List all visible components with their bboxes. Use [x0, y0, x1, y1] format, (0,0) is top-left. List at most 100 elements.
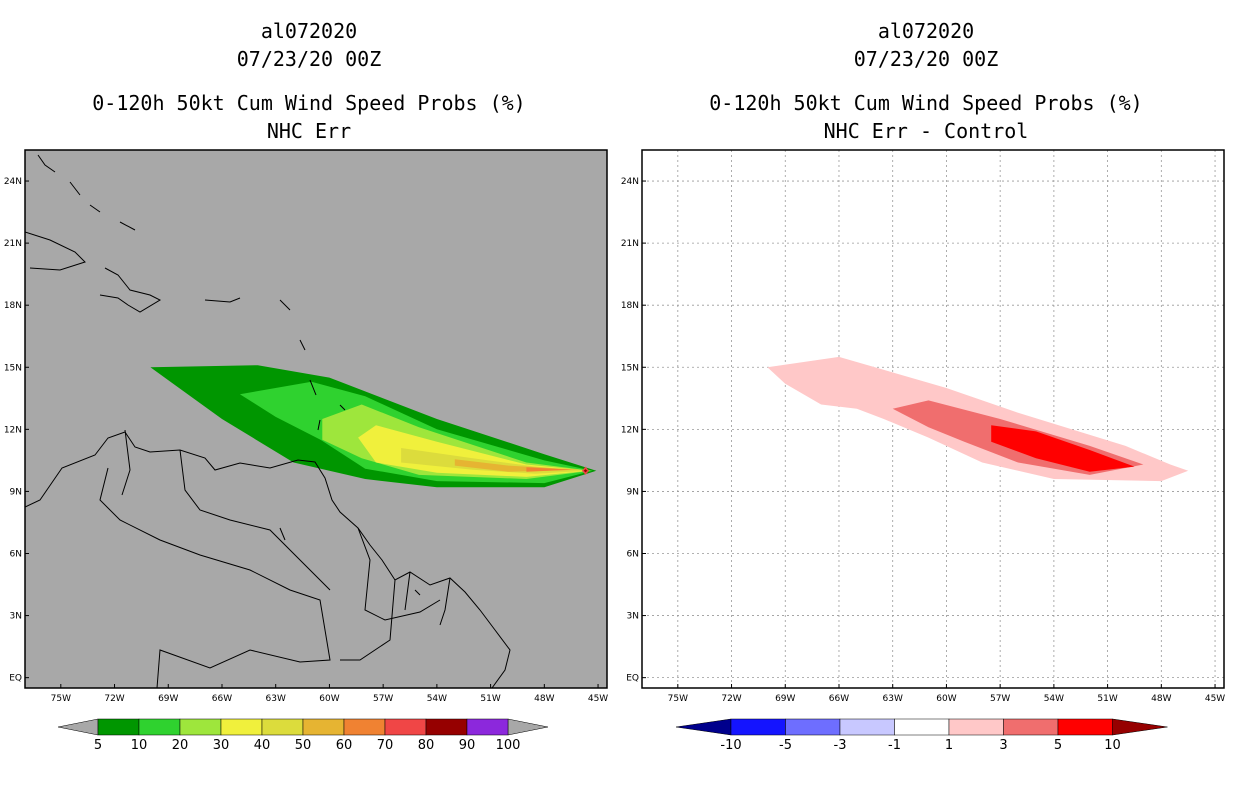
left-xtick-45W: 45W — [588, 694, 608, 704]
right-xtick-51W: 51W — [1097, 694, 1117, 704]
left-storm-id: al072020 — [261, 19, 357, 43]
right-colorbar-swatch-4 — [948, 718, 1004, 736]
right-colorbar-label-10: 10 — [1104, 738, 1121, 753]
left-colorbar-swatch-6 — [343, 718, 386, 736]
left-ytick-21N: 21N — [4, 239, 22, 249]
left-xtick-75W: 75W — [51, 694, 71, 704]
left-xtick-72W: 72W — [104, 694, 124, 704]
right-ytick-12N: 12N — [621, 425, 639, 435]
left-xtick-51W: 51W — [480, 694, 500, 704]
right-colorbar-label-3: 3 — [999, 738, 1007, 753]
left-xtick-57W: 57W — [373, 694, 393, 704]
left-colorbar-swatch-5 — [302, 718, 345, 736]
right-ytick-15N: 15N — [621, 363, 639, 373]
right-xtick-48W: 48W — [1151, 694, 1171, 704]
right-colorbar: -10 -5 -3 -1 1 3 5 10 — [675, 718, 1168, 753]
left-panel: al072020 07/23/20 00Z 0-120h 50kt Cum Wi… — [4, 19, 609, 753]
left-colorbar-swatch-3 — [220, 718, 263, 736]
right-xtick-69W: 69W — [775, 694, 795, 704]
right-datetime: 07/23/20 00Z — [854, 47, 999, 71]
left-colorbar-label-10: 10 — [131, 738, 148, 753]
right-colorbar-label--10: -10 — [720, 738, 741, 753]
right-colorbar-swatch-5 — [1003, 718, 1059, 736]
left-datetime: 07/23/20 00Z — [237, 47, 382, 71]
right-title: 0-120h 50kt Cum Wind Speed Probs (%) — [709, 91, 1142, 115]
right-subtitle: NHC Err - Control — [824, 119, 1029, 143]
left-xtick-48W: 48W — [534, 694, 554, 704]
right-ytick-6N: 6N — [627, 550, 639, 560]
left-colorbar-label-40: 40 — [254, 738, 271, 753]
left-contour-60-70 — [526, 467, 572, 472]
right-colorbar-swatch-1 — [785, 718, 841, 736]
right-ytick-18N: 18N — [621, 301, 639, 311]
left-colorbar-label-80: 80 — [418, 738, 435, 753]
left-colorbar-swatch-8 — [425, 718, 468, 736]
left-ytick-6N: 6N — [10, 550, 22, 560]
left-title: 0-120h 50kt Cum Wind Speed Probs (%) — [92, 91, 525, 115]
left-ytick-12N: 12N — [4, 425, 22, 435]
right-colorbar-arrow-low — [675, 718, 732, 736]
left-colorbar-label-5: 5 — [94, 738, 102, 753]
right-colorbar-label--1: -1 — [888, 738, 901, 753]
right-axis-ticks: 75W 72W 69W 66W 63W 60W 57W 54W 51W 48W 45W EQ 3N 6N 9… — [621, 177, 1226, 704]
left-colorbar-swatch-7 — [384, 718, 427, 736]
right-colorbar-label-5: 5 — [1054, 738, 1062, 753]
right-ytick-9N: 9N — [627, 487, 639, 497]
right-colorbar-swatch-2 — [839, 718, 895, 736]
left-probability-contours — [150, 365, 597, 488]
right-difference-contours — [767, 356, 1189, 482]
left-subtitle: NHC Err — [267, 119, 351, 143]
left-ytick-EQ: EQ — [9, 674, 22, 684]
left-ytick-24N: 24N — [4, 177, 22, 187]
left-colorbar-arrow-high — [507, 718, 549, 736]
right-xtick-75W: 75W — [668, 694, 688, 704]
right-contour-5-10 — [991, 425, 1135, 472]
right-colorbar-swatch-6 — [1057, 718, 1113, 736]
left-colorbar-label-20: 20 — [172, 738, 189, 753]
right-ytick-24N: 24N — [621, 177, 639, 187]
right-ytick-3N: 3N — [627, 612, 639, 622]
left-colorbar-label-90: 90 — [459, 738, 476, 753]
left-colorbar-label-70: 70 — [377, 738, 394, 753]
right-xtick-57W: 57W — [990, 694, 1010, 704]
left-xtick-66W: 66W — [212, 694, 232, 704]
left-colorbar-swatch-0 — [97, 718, 140, 736]
right-xtick-66W: 66W — [829, 694, 849, 704]
right-ytick-21N: 21N — [621, 239, 639, 249]
left-interior-borders — [99, 449, 451, 688]
right-xtick-60W: 60W — [936, 694, 956, 704]
left-caribbean-islands — [25, 154, 421, 596]
left-colorbar-swatch-2 — [179, 718, 222, 736]
left-colorbar-label-100: 100 — [496, 738, 521, 753]
left-colorbar-arrow-low — [57, 718, 99, 736]
right-xtick-63W: 63W — [883, 694, 903, 704]
right-map-frame — [641, 149, 1225, 689]
left-xtick-63W: 63W — [266, 694, 286, 704]
left-colorbar: 5 10 20 30 40 50 60 70 80 90 100 — [57, 718, 549, 753]
right-colorbar-label--3: -3 — [834, 738, 847, 753]
left-ytick-18N: 18N — [4, 301, 22, 311]
left-map-frame — [24, 149, 608, 689]
right-panel: al072020 07/23/20 00Z 0-120h 50kt Cum Wi… — [621, 19, 1226, 753]
left-contour-80-90 — [583, 469, 588, 473]
left-ytick-15N: 15N — [4, 363, 22, 373]
left-xtick-60W: 60W — [319, 694, 339, 704]
left-coastlines — [25, 154, 511, 688]
left-colorbar-label-50: 50 — [295, 738, 312, 753]
left-ytick-9N: 9N — [10, 487, 22, 497]
right-xtick-45W: 45W — [1205, 694, 1225, 704]
right-storm-id: al072020 — [878, 19, 974, 43]
left-axis-ticks: 75W 72W 69W 66W 63W 60W 57W 54W 51W 48W 45W EQ 3N 6N 9… — [4, 177, 609, 704]
right-xtick-72W: 72W — [721, 694, 741, 704]
right-colorbar-arrow-high — [1112, 718, 1168, 736]
right-ytick-EQ: EQ — [626, 674, 639, 684]
left-colorbar-swatch-4 — [261, 718, 304, 736]
right-colorbar-swatch-3 — [894, 718, 950, 736]
left-contour-40-50 — [401, 448, 588, 474]
right-colorbar-label-1: 1 — [945, 738, 953, 753]
left-xtick-54W: 54W — [427, 694, 447, 704]
left-ytick-3N: 3N — [10, 612, 22, 622]
left-colorbar-swatch-9 — [466, 718, 509, 736]
left-colorbar-label-60: 60 — [336, 738, 353, 753]
